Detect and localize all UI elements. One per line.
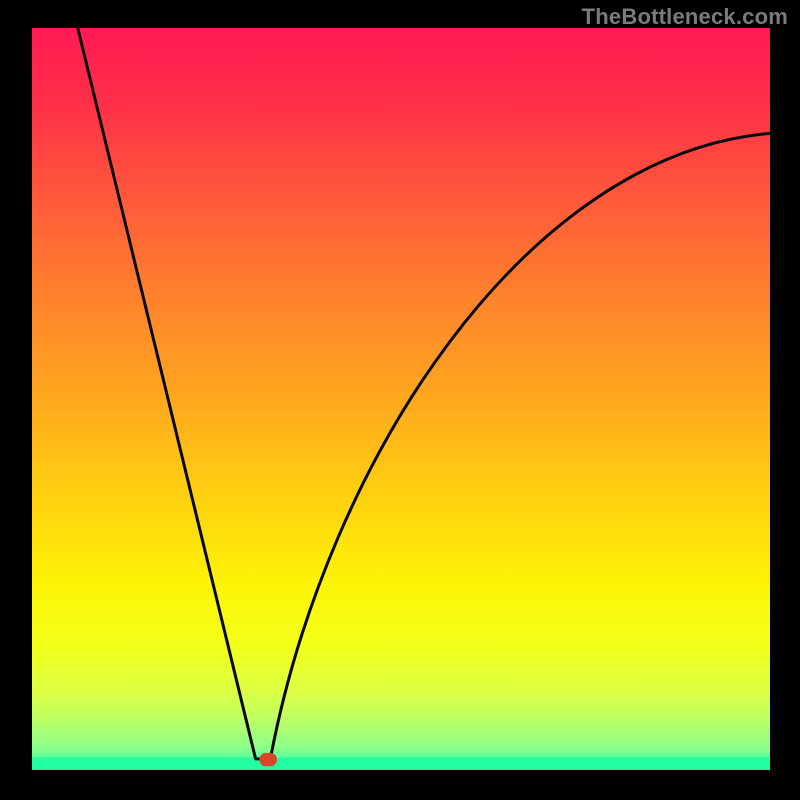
gradient-background: [32, 28, 770, 770]
watermark-text: TheBottleneck.com: [582, 4, 788, 30]
optimum-marker: [259, 753, 277, 766]
bottom-green-strip: [32, 757, 770, 770]
bottleneck-chart: [32, 28, 770, 770]
